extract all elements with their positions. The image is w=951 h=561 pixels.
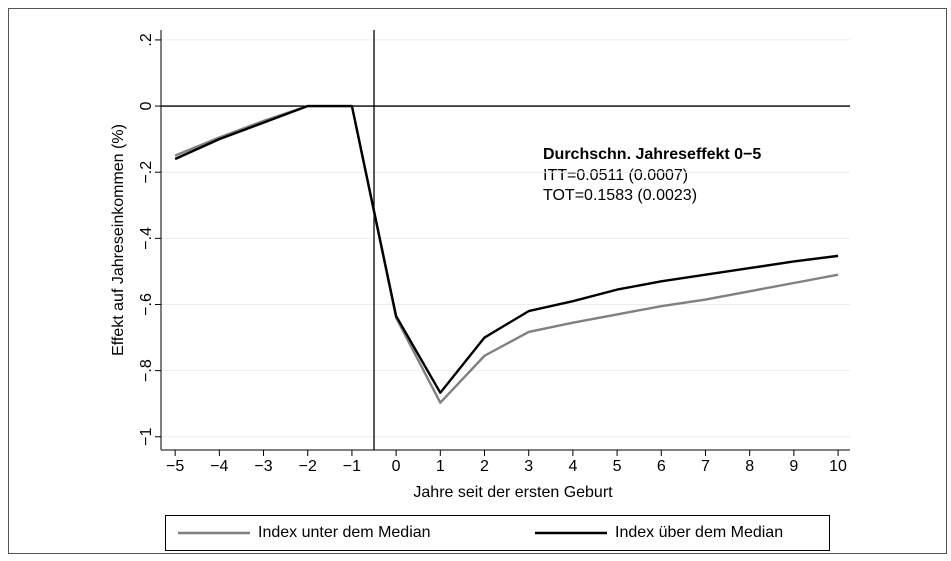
- series-line: [174, 104, 839, 394]
- frame: [8, 8, 947, 554]
- x-tick-label: −5: [166, 458, 184, 475]
- x-axis-label: Jahre seit der ersten Geburt: [413, 484, 613, 501]
- x-tick-label: 4: [568, 458, 577, 475]
- legend-box: [165, 515, 830, 551]
- x-tick-label: −4: [210, 458, 228, 475]
- x-tick-label: 8: [745, 458, 754, 475]
- x-tick-label: 0: [392, 458, 401, 475]
- x-tick-label: 10: [829, 458, 847, 475]
- x-tick-label: −1: [343, 458, 361, 475]
- legend-label: Index unter dem Median: [258, 524, 431, 541]
- x-tick-label: −3: [254, 458, 272, 475]
- y-tick-label: −.6: [138, 293, 155, 316]
- y-axis-label: Effekt auf Jahreseinkommen (%): [110, 124, 127, 356]
- y-tick-label: −.8: [138, 359, 155, 382]
- x-tick-label: 2: [480, 458, 489, 475]
- annotation-line: TOT=0.1583 (0.0023): [543, 187, 697, 204]
- annotation-title: Durchschn. Jahreseffekt 0−5: [543, 146, 761, 163]
- y-tick-label: 0: [138, 102, 155, 111]
- x-tick-label: 9: [789, 458, 798, 475]
- x-tick-label: −2: [299, 458, 317, 475]
- annotation-line: ITT=0.0511 (0.0007): [543, 167, 688, 184]
- y-tick-label: −.4: [138, 227, 155, 250]
- legend-label: Index über dem Median: [615, 524, 783, 541]
- x-tick-label: 3: [524, 458, 533, 475]
- y-tick-label: .2: [138, 33, 155, 46]
- y-tick-label: −1: [138, 428, 155, 446]
- x-tick-label: 5: [613, 458, 622, 475]
- x-tick-label: 6: [657, 458, 666, 475]
- x-tick-label: 1: [436, 458, 445, 475]
- y-tick-label: −.2: [138, 161, 155, 184]
- x-tick-label: 7: [701, 458, 710, 475]
